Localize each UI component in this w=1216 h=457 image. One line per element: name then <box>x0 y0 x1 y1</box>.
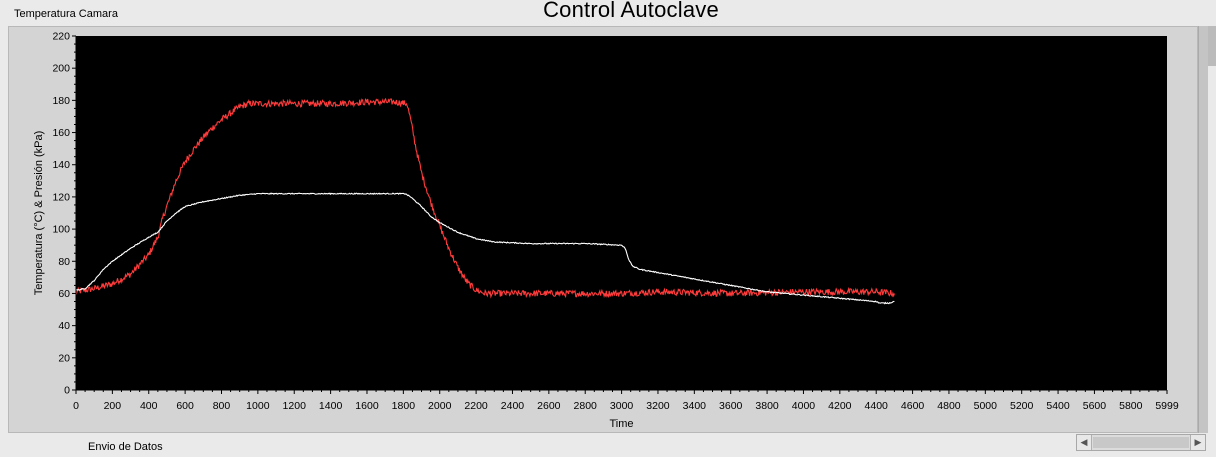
y-tick-label: 140 <box>52 159 70 171</box>
x-tick-label: 3000 <box>610 400 634 412</box>
x-tick-label: 3200 <box>646 400 670 412</box>
x-tick-label: 5000 <box>974 400 998 412</box>
x-tick-label: 2000 <box>428 400 452 412</box>
scroll-thumb[interactable] <box>1093 437 1189 448</box>
x-tick-label: 400 <box>140 400 158 412</box>
vertical-scroll-nub[interactable] <box>1208 26 1216 66</box>
x-axis-label: Time <box>609 418 633 430</box>
graph-frame-edge <box>1198 26 1208 433</box>
y-tick-label: 200 <box>52 63 70 75</box>
x-tick-label: 200 <box>104 400 122 412</box>
y-tick-label: 220 <box>52 31 70 43</box>
page-title: Control Autoclave <box>543 0 719 22</box>
y-tick-label: 120 <box>52 191 70 203</box>
x-tick-label: 0 <box>73 400 79 412</box>
series-line-2 <box>75 192 895 305</box>
x-tick-label: 1800 <box>392 400 416 412</box>
y-tick-label: 20 <box>58 352 70 364</box>
x-tick-label: 5400 <box>1046 400 1070 412</box>
x-tick-label: 5600 <box>1083 400 1107 412</box>
y-tick-label: 160 <box>52 127 70 139</box>
plot-area <box>76 36 1167 390</box>
x-tick-label: 1400 <box>319 400 343 412</box>
x-tick-label: 4400 <box>865 400 889 412</box>
x-tick-label: 600 <box>176 400 194 412</box>
x-tick-label: 2800 <box>574 400 598 412</box>
x-tick-label: 3400 <box>683 400 707 412</box>
x-tick-label: 3800 <box>755 400 779 412</box>
x-tick-label: 4800 <box>937 400 961 412</box>
x-tick-label: 5999 <box>1155 400 1179 412</box>
x-tick-label: 1600 <box>355 400 379 412</box>
scroll-right-arrow-icon[interactable]: ▶ <box>1190 435 1205 450</box>
x-tick-label: 1200 <box>283 400 307 412</box>
x-tick-label: 1000 <box>246 400 270 412</box>
series-line-1 <box>75 97 895 299</box>
scroll-left-arrow-icon[interactable]: ◀ <box>1077 435 1092 450</box>
x-tick-label: 4600 <box>901 400 925 412</box>
y-axis-label: Temperatura (°C) & Presión (kPa) <box>33 131 45 296</box>
x-tick-label: 2200 <box>464 400 488 412</box>
x-tick-label: 2600 <box>537 400 561 412</box>
x-tick-label: 5800 <box>1119 400 1143 412</box>
x-tick-label: 4200 <box>828 400 852 412</box>
y-tick-label: 100 <box>52 224 70 236</box>
x-tick-label: 2400 <box>501 400 525 412</box>
y-tick-label: 40 <box>58 320 70 332</box>
x-tick-label: 5200 <box>1010 400 1034 412</box>
graph-label: Temperatura Camara <box>14 8 118 20</box>
x-tick-label: 3600 <box>719 400 743 412</box>
x-tick-label: 800 <box>213 400 231 412</box>
x-tick-label: 4000 <box>792 400 816 412</box>
footer-label: Envio de Datos <box>88 441 163 453</box>
y-tick-label: 180 <box>52 95 70 107</box>
series-layer <box>75 97 895 305</box>
horizontal-scrollbar[interactable]: ◀ ▶ <box>1076 434 1206 451</box>
y-tick-label: 0 <box>64 385 70 397</box>
y-tick-label: 60 <box>58 288 70 300</box>
y-tick-label: 80 <box>58 256 70 268</box>
